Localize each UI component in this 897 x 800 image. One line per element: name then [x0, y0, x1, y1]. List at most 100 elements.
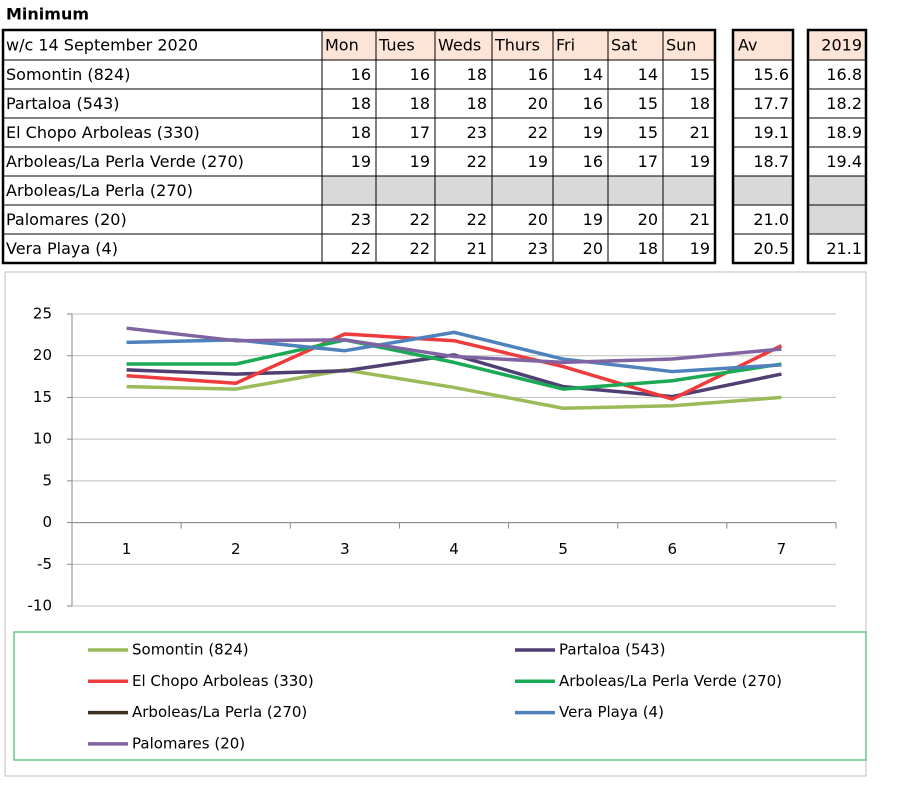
- row-name: El Chopo Arboleas (330): [6, 123, 200, 142]
- cell-value: 19: [583, 123, 603, 142]
- empty-cell: [808, 205, 866, 234]
- header-cell: [322, 30, 376, 60]
- cell-value: 16: [351, 65, 371, 84]
- cell-value: 19: [583, 210, 603, 229]
- cell-value: 20: [583, 239, 603, 258]
- cell-value: 19: [690, 152, 710, 171]
- header-cell: [553, 30, 608, 60]
- y-tick-label: 10: [33, 430, 52, 448]
- cell-value: 15: [638, 94, 658, 113]
- legend-label: Palomares (20): [132, 734, 245, 752]
- cell-value: 16.8: [826, 65, 862, 84]
- cell-value: 21: [467, 239, 487, 258]
- x-tick-label: 2: [231, 540, 241, 558]
- header-label: Weds: [438, 36, 481, 55]
- y-tick-label: -5: [37, 555, 52, 573]
- cell-value: 23: [467, 123, 487, 142]
- empty-cell: [435, 176, 492, 205]
- series-line: [126, 326, 782, 365]
- x-tick-label: 6: [668, 540, 678, 558]
- cell-value: 21.0: [753, 210, 789, 229]
- y-tick-label: 25: [33, 305, 52, 323]
- cell-value: 20: [528, 94, 548, 113]
- cell-value: 22: [467, 152, 487, 171]
- cell-value: 15: [638, 123, 658, 142]
- legend-label: Vera Playa (4): [559, 703, 664, 721]
- x-tick-label: 1: [122, 540, 132, 558]
- header-label: Tues: [378, 36, 415, 55]
- empty-cell: [322, 176, 376, 205]
- legend-label: Somontin (824): [132, 641, 249, 659]
- x-tick-label: 3: [340, 540, 350, 558]
- chart-frame: [4, 271, 867, 777]
- cell-value: 18: [351, 123, 371, 142]
- cell-value: 19: [351, 152, 371, 171]
- header-label: Fri: [556, 36, 575, 55]
- header-cell: [492, 30, 553, 60]
- cell-value: 18: [690, 94, 710, 113]
- series-line: [126, 368, 782, 411]
- cell-value: 18.7: [753, 152, 789, 171]
- cell-value: 23: [351, 210, 371, 229]
- cell-value: 20.5: [753, 239, 789, 258]
- cell-value: 18: [467, 94, 487, 113]
- header-label: Thurs: [494, 36, 540, 55]
- cell-value: 19: [528, 152, 548, 171]
- empty-cell: [808, 176, 866, 205]
- series-line: [126, 338, 782, 391]
- cell-value: 22: [351, 239, 371, 258]
- cell-value: 18: [351, 94, 371, 113]
- header-cell: [733, 30, 793, 60]
- cell-value: 22: [410, 239, 430, 258]
- table-title: Minimum: [6, 5, 89, 24]
- header-cell: [808, 30, 866, 60]
- header-label: Sun: [666, 36, 696, 55]
- cell-value: 15: [690, 65, 710, 84]
- legend-label: El Chopo Arboleas (330): [132, 672, 314, 690]
- y-tick-label: 15: [33, 388, 52, 406]
- legend-label: Arboleas/La Perla Verde (270): [559, 672, 782, 690]
- cell-value: 22: [467, 210, 487, 229]
- series-line: [126, 332, 783, 401]
- row-name: Arboleas/La Perla (270): [6, 181, 193, 200]
- header-label: Sat: [611, 36, 637, 55]
- y-tick-label: 5: [42, 471, 52, 489]
- cell-value: 23: [528, 239, 548, 258]
- cell-value: 16: [528, 65, 548, 84]
- cell-value: 21.1: [826, 239, 862, 258]
- empty-cell: [733, 176, 793, 205]
- cell-value: 14: [638, 65, 658, 84]
- y-tick-label: 0: [42, 513, 52, 531]
- row-name: Arboleas/La Perla Verde (270): [6, 152, 244, 171]
- legend-label: Arboleas/La Perla (270): [132, 703, 307, 721]
- y-tick-label: -10: [28, 597, 53, 615]
- x-tick-label: 4: [449, 540, 459, 558]
- legend-frame: [13, 631, 867, 761]
- cell-value: 16: [410, 65, 430, 84]
- header-label: Av: [738, 36, 757, 55]
- cell-value: 18.2: [826, 94, 862, 113]
- y-tick-label: 20: [33, 346, 52, 364]
- empty-cell: [663, 176, 715, 205]
- legend-label: Partaloa (543): [559, 641, 665, 659]
- header-label: 2019: [821, 36, 862, 55]
- cell-value: 19.1: [753, 123, 789, 142]
- cell-value: 20: [528, 210, 548, 229]
- cell-value: 14: [583, 65, 603, 84]
- cell-value: 22: [528, 123, 548, 142]
- cell-value: 21: [690, 210, 710, 229]
- cell-value: 19: [410, 152, 430, 171]
- empty-cell: [376, 176, 435, 205]
- cell-value: 18.9: [826, 123, 862, 142]
- cell-value: 19.4: [826, 152, 862, 171]
- header-cell: [435, 30, 492, 60]
- cell-value: 18: [410, 94, 430, 113]
- cell-value: 21: [690, 123, 710, 142]
- x-tick-label: 7: [777, 540, 787, 558]
- empty-cell: [553, 176, 608, 205]
- header-cell: [608, 30, 663, 60]
- table-border: [1, 28, 717, 265]
- header-label: Mon: [325, 36, 359, 55]
- row-name: Somontin (824): [6, 65, 130, 84]
